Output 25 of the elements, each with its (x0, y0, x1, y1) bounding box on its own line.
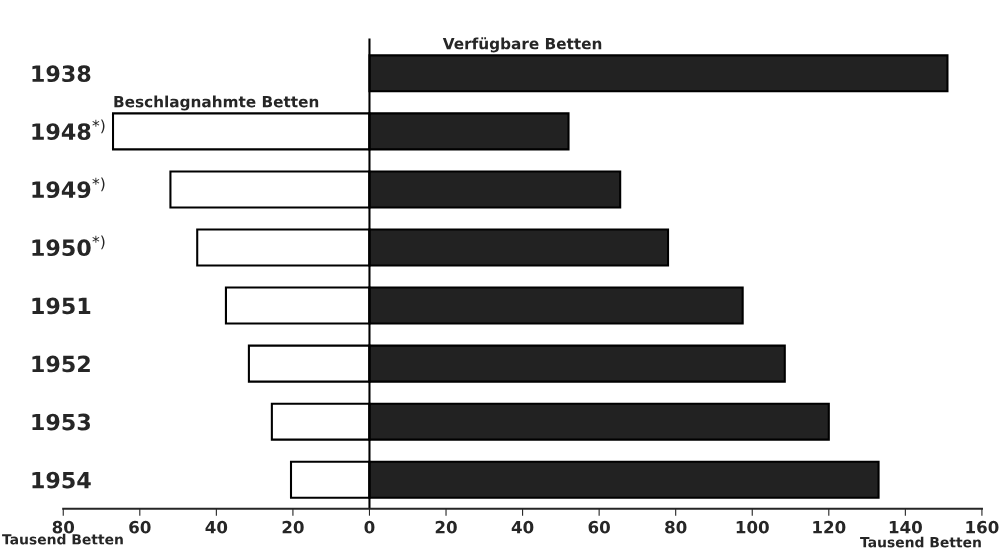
x-tick-label: 80 (52, 520, 75, 534)
y-tick-label: 1949$^{*)}$ (32, 177, 105, 199)
y-tick-label: 1953 (32, 413, 90, 431)
x-tick-label: 0 (364, 520, 375, 534)
x-tick-label: 80 (665, 520, 687, 534)
x-tick-label: 160 (966, 520, 999, 534)
y-tick-label: 1938 (32, 65, 91, 83)
y-tick-label: 1948$^{*)}$ (32, 119, 105, 141)
y-tick-label: 1951 (32, 297, 91, 315)
x-tick-label: 100 (736, 520, 769, 534)
x-tick-label: 20 (435, 520, 457, 534)
x-axis-title: Tausend Betten (860, 536, 981, 548)
x-tick-label: 40 (205, 520, 228, 534)
x-tick-label: 60 (588, 520, 610, 534)
x-tick-label: 60 (129, 520, 151, 534)
text: Tausend Betten (2, 533, 123, 545)
series-label: Verfügbare Betten (442, 37, 602, 53)
x-tick-label: 20 (282, 520, 304, 534)
x-tick-label: 40 (511, 520, 534, 534)
x-tick-label: 140 (889, 520, 922, 534)
series-label: Beschlagnahmte Betten (114, 95, 319, 111)
y-tick-label: 1952 (32, 355, 90, 373)
y-tick-label: 1954 (32, 471, 91, 489)
y-tick-label: 1950$^{*)}$ (32, 235, 105, 257)
x-tick-label: 120 (813, 520, 846, 534)
